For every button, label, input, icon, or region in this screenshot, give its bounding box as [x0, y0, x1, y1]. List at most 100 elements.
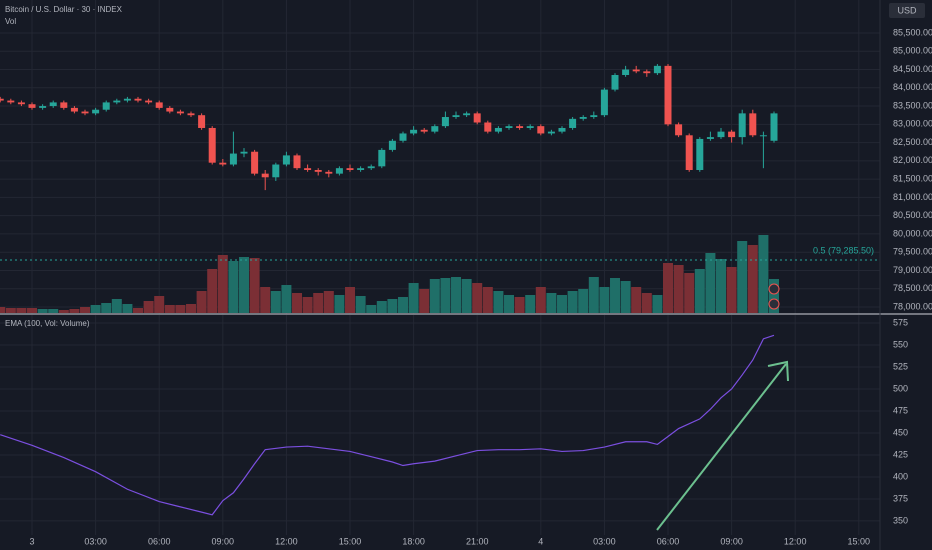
- candle-body: [537, 126, 545, 134]
- event-icon[interactable]: [768, 283, 780, 295]
- volume-bar: [726, 267, 737, 313]
- candle-body: [166, 107, 174, 112]
- candle-body: [219, 162, 227, 165]
- candle-body: [293, 155, 301, 169]
- volume-bar: [48, 309, 59, 313]
- candle-body: [505, 126, 513, 128]
- event-icon[interactable]: [768, 298, 780, 310]
- candle-body: [155, 102, 163, 108]
- y-tick-label: 85,500.00: [893, 27, 932, 37]
- candle-body: [643, 71, 651, 74]
- candle-body: [187, 113, 195, 116]
- candle-body: [410, 129, 418, 134]
- volume-bar: [694, 269, 705, 313]
- x-tick-label: 06:00: [148, 536, 171, 546]
- y-tick-label: 500: [893, 383, 908, 393]
- candle-body: [229, 153, 237, 165]
- volume-bar: [90, 305, 101, 313]
- candle-body: [622, 69, 630, 76]
- volume-bar: [684, 273, 695, 313]
- candle-body: [738, 113, 746, 138]
- volume-bar: [154, 296, 165, 313]
- candle-body: [39, 106, 47, 108]
- candle-body: [600, 89, 608, 116]
- candle-body: [70, 107, 78, 112]
- trend-arrow: [656, 360, 789, 531]
- candle-body: [17, 102, 25, 105]
- x-tick-label: 4: [538, 536, 543, 546]
- y-tick-label: 80,500.00: [893, 210, 932, 220]
- candle-body: [60, 102, 68, 108]
- candle-body: [240, 151, 248, 154]
- x-tick-label: 18:00: [402, 536, 425, 546]
- candle-body: [282, 155, 290, 165]
- volume-bar: [207, 269, 218, 313]
- marks: [0, 64, 880, 516]
- volume-bar: [228, 261, 239, 313]
- x-tick-label: 03:00: [593, 536, 616, 546]
- candle-body: [388, 140, 396, 150]
- candle-body: [102, 102, 110, 110]
- candle-body: [28, 104, 36, 108]
- unit-badge[interactable]: [889, 3, 925, 18]
- candle-body: [346, 168, 354, 170]
- y-tick-label: 79,000.00: [893, 265, 932, 275]
- candle-body: [516, 126, 524, 128]
- x-tick-label: 09:00: [212, 536, 235, 546]
- y-tick-label: 78,000.00: [893, 301, 932, 311]
- volume-bar: [398, 297, 409, 313]
- y-tick-label: 81,000.00: [893, 192, 932, 202]
- volume-bar: [610, 278, 621, 313]
- volume-bar: [663, 263, 674, 313]
- volume-bar: [0, 307, 6, 313]
- candle-body: [473, 113, 481, 123]
- volume-bar: [366, 305, 377, 313]
- candle-body: [685, 135, 693, 170]
- candle-body: [304, 168, 312, 170]
- volume-bar: [514, 297, 525, 313]
- candle-body: [675, 124, 683, 136]
- volume-bar: [461, 279, 472, 313]
- y-tick-label: 84,500.00: [893, 64, 932, 74]
- candle-body: [198, 115, 206, 128]
- volume-bar: [546, 293, 557, 313]
- volume-bar: [260, 287, 271, 313]
- volume-bar: [769, 279, 780, 313]
- volume-bar: [323, 291, 334, 313]
- candle-body: [7, 100, 15, 103]
- y-tick-label: 83,500.00: [893, 100, 932, 110]
- volume-bar: [705, 253, 716, 313]
- level-label: 0.5 (79,285.50): [813, 245, 874, 255]
- candle-body: [569, 118, 577, 128]
- y-tick-label: 425: [893, 449, 908, 459]
- y-tick-label: 78,500.00: [893, 283, 932, 293]
- volume-bar: [631, 287, 642, 313]
- volume-bar: [239, 257, 250, 313]
- x-tick-label: 3: [30, 536, 35, 546]
- candle-body: [431, 126, 439, 132]
- volume-bar: [37, 309, 48, 313]
- volume-bar: [747, 245, 758, 313]
- candle-body: [653, 65, 661, 74]
- volume-bar: [101, 303, 112, 313]
- candle-body: [728, 131, 736, 138]
- volume-bar: [133, 308, 144, 313]
- volume-bar: [196, 291, 207, 313]
- candle-body: [261, 173, 269, 178]
- volume-bar: [387, 299, 398, 313]
- candle-body: [367, 166, 375, 169]
- y-tick-label: 350: [893, 515, 908, 525]
- candle-body: [314, 169, 322, 172]
- candle-body: [590, 115, 598, 118]
- candle-body: [441, 117, 449, 127]
- volume-bar: [186, 304, 197, 313]
- candle-body: [134, 98, 142, 101]
- volume-bar: [440, 278, 451, 313]
- volume-bar: [641, 293, 652, 313]
- volume-bar: [175, 305, 186, 313]
- volume-bar: [408, 283, 419, 313]
- candle-body: [49, 102, 57, 107]
- volume-bar: [143, 301, 154, 313]
- volume-bar: [355, 296, 366, 313]
- candle-body: [335, 168, 343, 174]
